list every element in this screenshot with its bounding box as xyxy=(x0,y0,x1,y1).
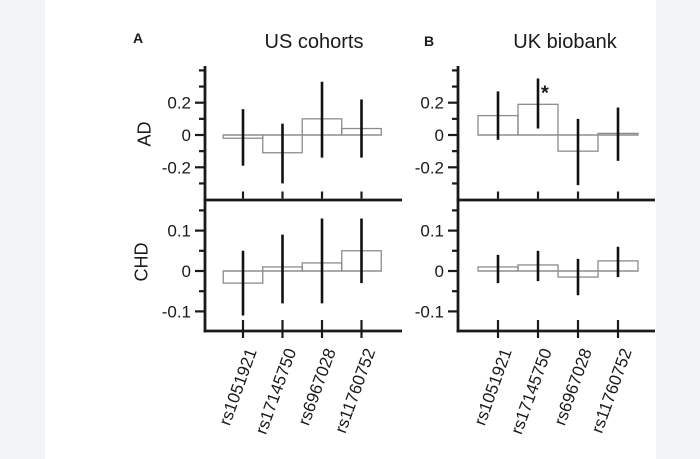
x-tick-label-rs11760752: rs11760752 xyxy=(588,346,636,436)
x-tick-label-rs17145750: rs17145750 xyxy=(252,346,301,437)
x-tick-label-rs1051921: rs1051921 xyxy=(470,346,515,428)
y-tick-label: 0.2 xyxy=(167,94,191,113)
x-tick-label-rs17145750: rs17145750 xyxy=(507,346,556,437)
x-tick-label-rs6967028: rs6967028 xyxy=(294,346,339,428)
panel-label-a: A xyxy=(133,30,144,46)
y-tick-label: 0.1 xyxy=(167,222,191,241)
panel-label-b: B xyxy=(424,33,435,49)
y-tick-label: 0.2 xyxy=(420,94,444,113)
significance-marker: * xyxy=(541,82,549,104)
y-tick-label: -0.1 xyxy=(162,302,191,321)
y-tick-label: 0 xyxy=(182,262,191,281)
y-tick-label: 0 xyxy=(435,262,444,281)
y-tick-label: -0.2 xyxy=(415,158,444,177)
y-tick-label: 0 xyxy=(182,126,191,145)
figure-background: A B US cohorts UK biobank AD CHD 0.2 0 -0.… xyxy=(45,0,656,459)
forest-plot-chart: 0.20-0.20.10-0.1rs1051921rs17145750rs696… xyxy=(162,66,655,437)
column-title-us-cohorts: US cohorts xyxy=(264,31,364,53)
y-tick-label: 0.1 xyxy=(420,222,444,241)
y-tick-label: -0.2 xyxy=(162,158,191,177)
y-tick-label: 0 xyxy=(435,126,444,145)
y-tick-label: -0.1 xyxy=(415,302,444,321)
column-title-uk-biobank: UK biobank xyxy=(513,31,617,53)
x-tick-label-rs1051921: rs1051921 xyxy=(215,346,260,428)
x-tick-label-rs6967028: rs6967028 xyxy=(550,346,595,428)
x-tick-label-rs11760752: rs11760752 xyxy=(331,346,379,436)
